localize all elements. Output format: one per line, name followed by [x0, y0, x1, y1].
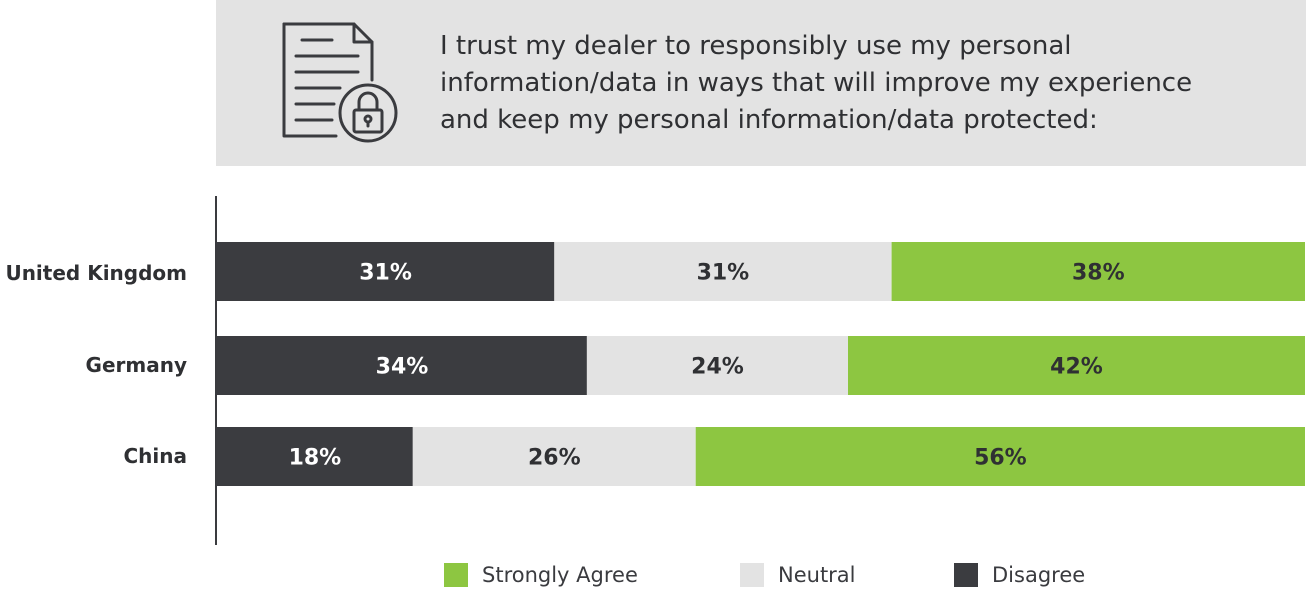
bar-china-strongly-agree [695, 427, 1305, 486]
bar-united-kingdom-disagree [217, 242, 555, 301]
legend-swatch-disagree [954, 563, 978, 587]
legend-label-strongly-agree: Strongly Agree [482, 563, 638, 587]
category-label-united-kingdom: United Kingdom [5, 261, 187, 285]
bar-germany-neutral [586, 336, 848, 395]
data-label-germany-strongly-agree: 42% [1050, 355, 1103, 380]
data-label-germany-disagree: 34% [376, 355, 429, 380]
legend-swatch-neutral [740, 563, 764, 587]
legend-item-strongly-agree: Strongly Agree [444, 562, 638, 588]
data-label-united-kingdom-strongly-agree: 38% [1072, 261, 1125, 286]
bar-united-kingdom-strongly-agree [891, 242, 1305, 301]
bar-germany-disagree [217, 336, 587, 395]
legend-item-neutral: Neutral [740, 562, 856, 588]
category-label-china: China [123, 444, 187, 468]
data-label-china-strongly-agree: 56% [974, 446, 1027, 471]
data-label-united-kingdom-disagree: 31% [359, 261, 412, 286]
question-line-1: I trust my dealer to responsibly use my … [440, 31, 1072, 61]
legend-item-disagree: Disagree [954, 562, 1085, 588]
legend-label-neutral: Neutral [778, 563, 856, 587]
bar-china-neutral [412, 427, 696, 486]
question-line-3: and keep my personal information/data pr… [440, 105, 1098, 135]
question-panel [216, 0, 1306, 166]
question-text: I trust my dealer to responsibly use my … [440, 28, 1280, 139]
category-label-germany: Germany [85, 353, 187, 377]
question-line-2: information/data in ways that will impro… [440, 68, 1193, 98]
bar-germany-strongly-agree [848, 336, 1305, 395]
data-label-china-neutral: 26% [528, 446, 581, 471]
y-axis-line [215, 196, 217, 545]
legend-swatch-strongly-agree [444, 563, 468, 587]
data-label-united-kingdom-neutral: 31% [697, 261, 750, 286]
bar-china-disagree [217, 427, 413, 486]
data-label-germany-neutral: 24% [691, 355, 744, 380]
bar-united-kingdom-neutral [554, 242, 892, 301]
data-label-china-disagree: 18% [289, 446, 342, 471]
document-lock-icon [282, 22, 398, 143]
legend-label-disagree: Disagree [992, 563, 1086, 587]
